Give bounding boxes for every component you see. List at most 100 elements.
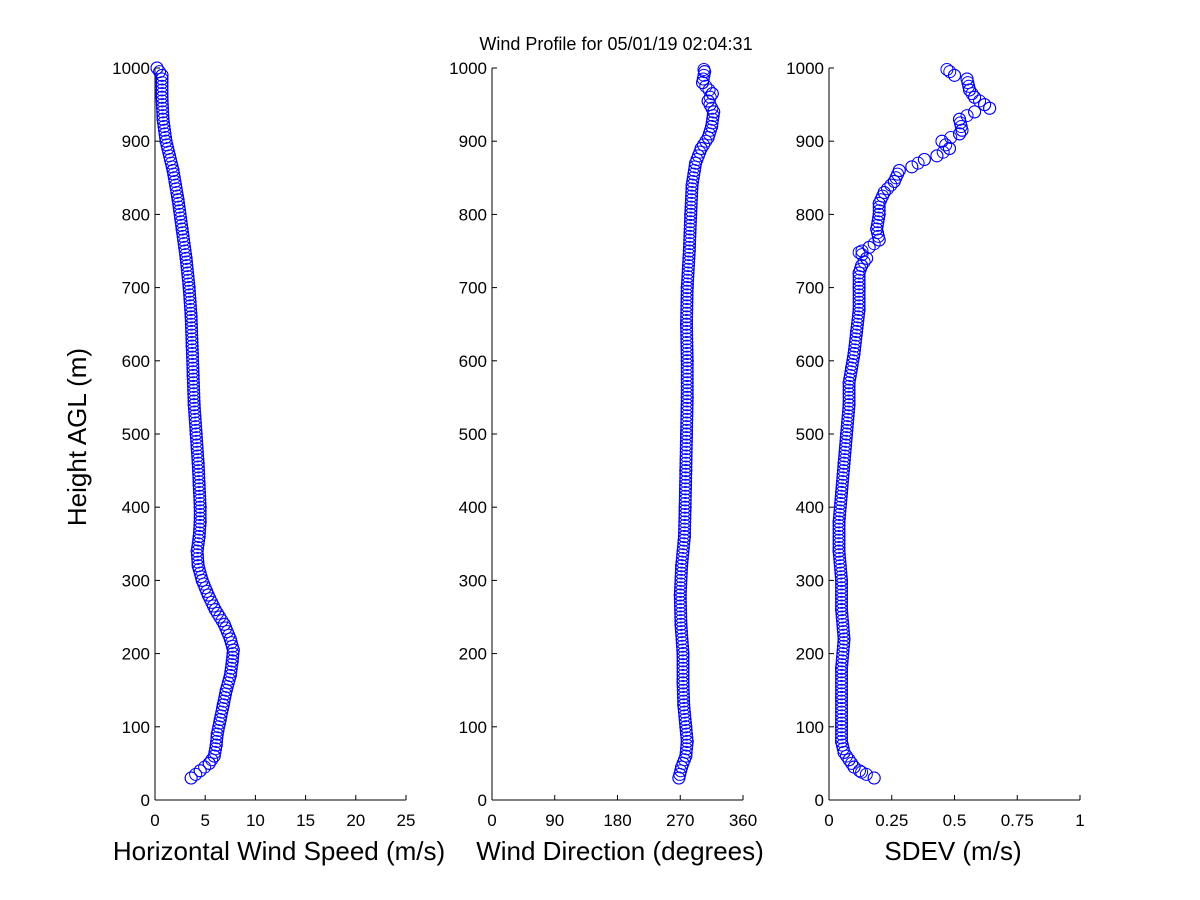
wind-speed-data-point (191, 453, 205, 467)
wind-direction-x-tick-label: 270 (666, 811, 694, 830)
sdev-data-point (835, 650, 849, 664)
sdev-data-point (832, 544, 846, 558)
sdev-data-point (833, 504, 847, 518)
sdev-y-tick-label: 900 (796, 132, 824, 151)
wind-speed-data-point (193, 519, 207, 532)
wind-speed-data-point (189, 427, 203, 441)
wind-speed-data-point (184, 303, 198, 317)
wind-direction-data-point (680, 277, 694, 291)
wind-direction-data-point (680, 354, 694, 368)
sdev-data-point (835, 665, 849, 679)
wind-direction-data-point (676, 639, 690, 653)
wind-direction-panel: Wind Direction (degrees) 0 100 200 300 400 50… (449, 59, 764, 866)
wind-speed-data-point (179, 251, 193, 265)
wind-direction-data-point (677, 702, 691, 715)
wind-speed-data-point (213, 610, 227, 624)
wind-speed-data-point (153, 65, 167, 79)
y-axis-label: Height AGL (m) (62, 348, 92, 526)
wind-speed-y-tick-label: 600 (122, 352, 150, 371)
wind-direction-data-point (680, 361, 694, 375)
wind-direction-data-point (678, 716, 692, 730)
wind-speed-data-point (188, 409, 202, 423)
sdev-data-point (840, 749, 854, 763)
sdev-data-point (835, 698, 849, 712)
sdev-data-point (835, 478, 849, 492)
sdev-data-point (836, 621, 850, 635)
sdev-data-point (960, 109, 974, 123)
sdev-data-point (841, 405, 855, 419)
sdev-data-point (844, 365, 858, 379)
wind-direction-data-point (675, 760, 689, 774)
sdev-data-point (850, 321, 864, 335)
sdev-data-point (852, 299, 866, 313)
sdev-data-point (835, 734, 849, 748)
sdev-data-point (835, 599, 849, 613)
sdev-data-point (843, 372, 857, 386)
wind-direction-data-point (676, 680, 690, 694)
sdev-data-point (835, 676, 849, 690)
wind-direction-data-point (697, 62, 711, 76)
wind-speed-data-point (186, 361, 200, 375)
wind-direction-data-point (679, 464, 693, 478)
wind-direction-data-point (685, 189, 699, 203)
wind-speed-data-point (180, 259, 194, 273)
wind-direction-data-point (687, 167, 701, 181)
wind-speed-data-point (181, 273, 195, 287)
wind-speed-data-point (156, 109, 170, 123)
sdev-y-tick-label: 600 (796, 352, 824, 371)
wind-direction-data-point (674, 566, 688, 580)
wind-speed-data-point (193, 508, 207, 522)
wind-direction-data-point (679, 745, 693, 759)
sdev-data-point (835, 731, 849, 745)
wind-direction-data-point (680, 376, 694, 390)
sdev-data-point (870, 222, 884, 236)
sdev-data-point (835, 716, 849, 730)
sdev-data-point (855, 248, 869, 262)
sdev-panel: SDEV (m/s) 0 100 200 300 400 500 600 700 800 900 1… (786, 59, 1085, 866)
wind-direction-data-point (680, 401, 694, 415)
wind-direction-data-point (683, 237, 697, 251)
wind-speed-data-point (182, 284, 196, 298)
wind-direction-data-point (682, 255, 696, 269)
wind-speed-data-point (157, 116, 171, 130)
wind-direction-y-tick-label: 1000 (449, 59, 487, 78)
sdev-data-point (833, 500, 847, 514)
wind-speed-data-point (187, 383, 201, 397)
wind-direction-data-point (681, 266, 695, 280)
wind-direction-data-point (676, 540, 690, 554)
sdev-data-point (842, 376, 856, 390)
wind-speed-data-point (184, 314, 198, 328)
sdev-y-tick-label: 1000 (786, 59, 824, 78)
wind-direction-data-point (675, 636, 689, 650)
wind-direction-data-point (705, 116, 719, 130)
sdev-data-point (852, 281, 866, 295)
wind-speed-data-point (156, 105, 170, 119)
wind-direction-data-point (684, 196, 698, 210)
sdev-data-point (835, 588, 849, 602)
wind-direction-data-point (676, 647, 690, 661)
sdev-data-point (838, 442, 852, 456)
sdev-data-point (836, 647, 850, 661)
sdev-data-point (835, 680, 849, 694)
wind-direction-data-point (680, 288, 694, 302)
wind-direction-data-point (674, 621, 688, 635)
wind-speed-data-point (223, 632, 237, 646)
wind-speed-data-point (177, 237, 191, 251)
wind-speed-y-tick-label: 400 (122, 498, 150, 517)
sdev-data-point (835, 482, 849, 496)
wind-speed-data-point (174, 211, 188, 225)
sdev-y-tick-label: 100 (796, 718, 824, 737)
wind-direction-y-tick-label: 800 (459, 205, 487, 224)
wind-direction-data-point (673, 595, 687, 609)
wind-direction-data-point (682, 244, 696, 258)
wind-direction-data-point (699, 134, 713, 148)
sdev-data-point (839, 431, 853, 445)
sdev-data-point (835, 654, 849, 668)
wind-speed-data-point (185, 332, 199, 346)
wind-speed-data-point (186, 357, 200, 371)
sdev-data-point (872, 196, 886, 210)
wind-direction-data-point (676, 669, 690, 683)
wind-speed-data-point (180, 262, 194, 276)
wind-direction-data-point (707, 105, 721, 119)
sdev-data-point (852, 295, 866, 309)
